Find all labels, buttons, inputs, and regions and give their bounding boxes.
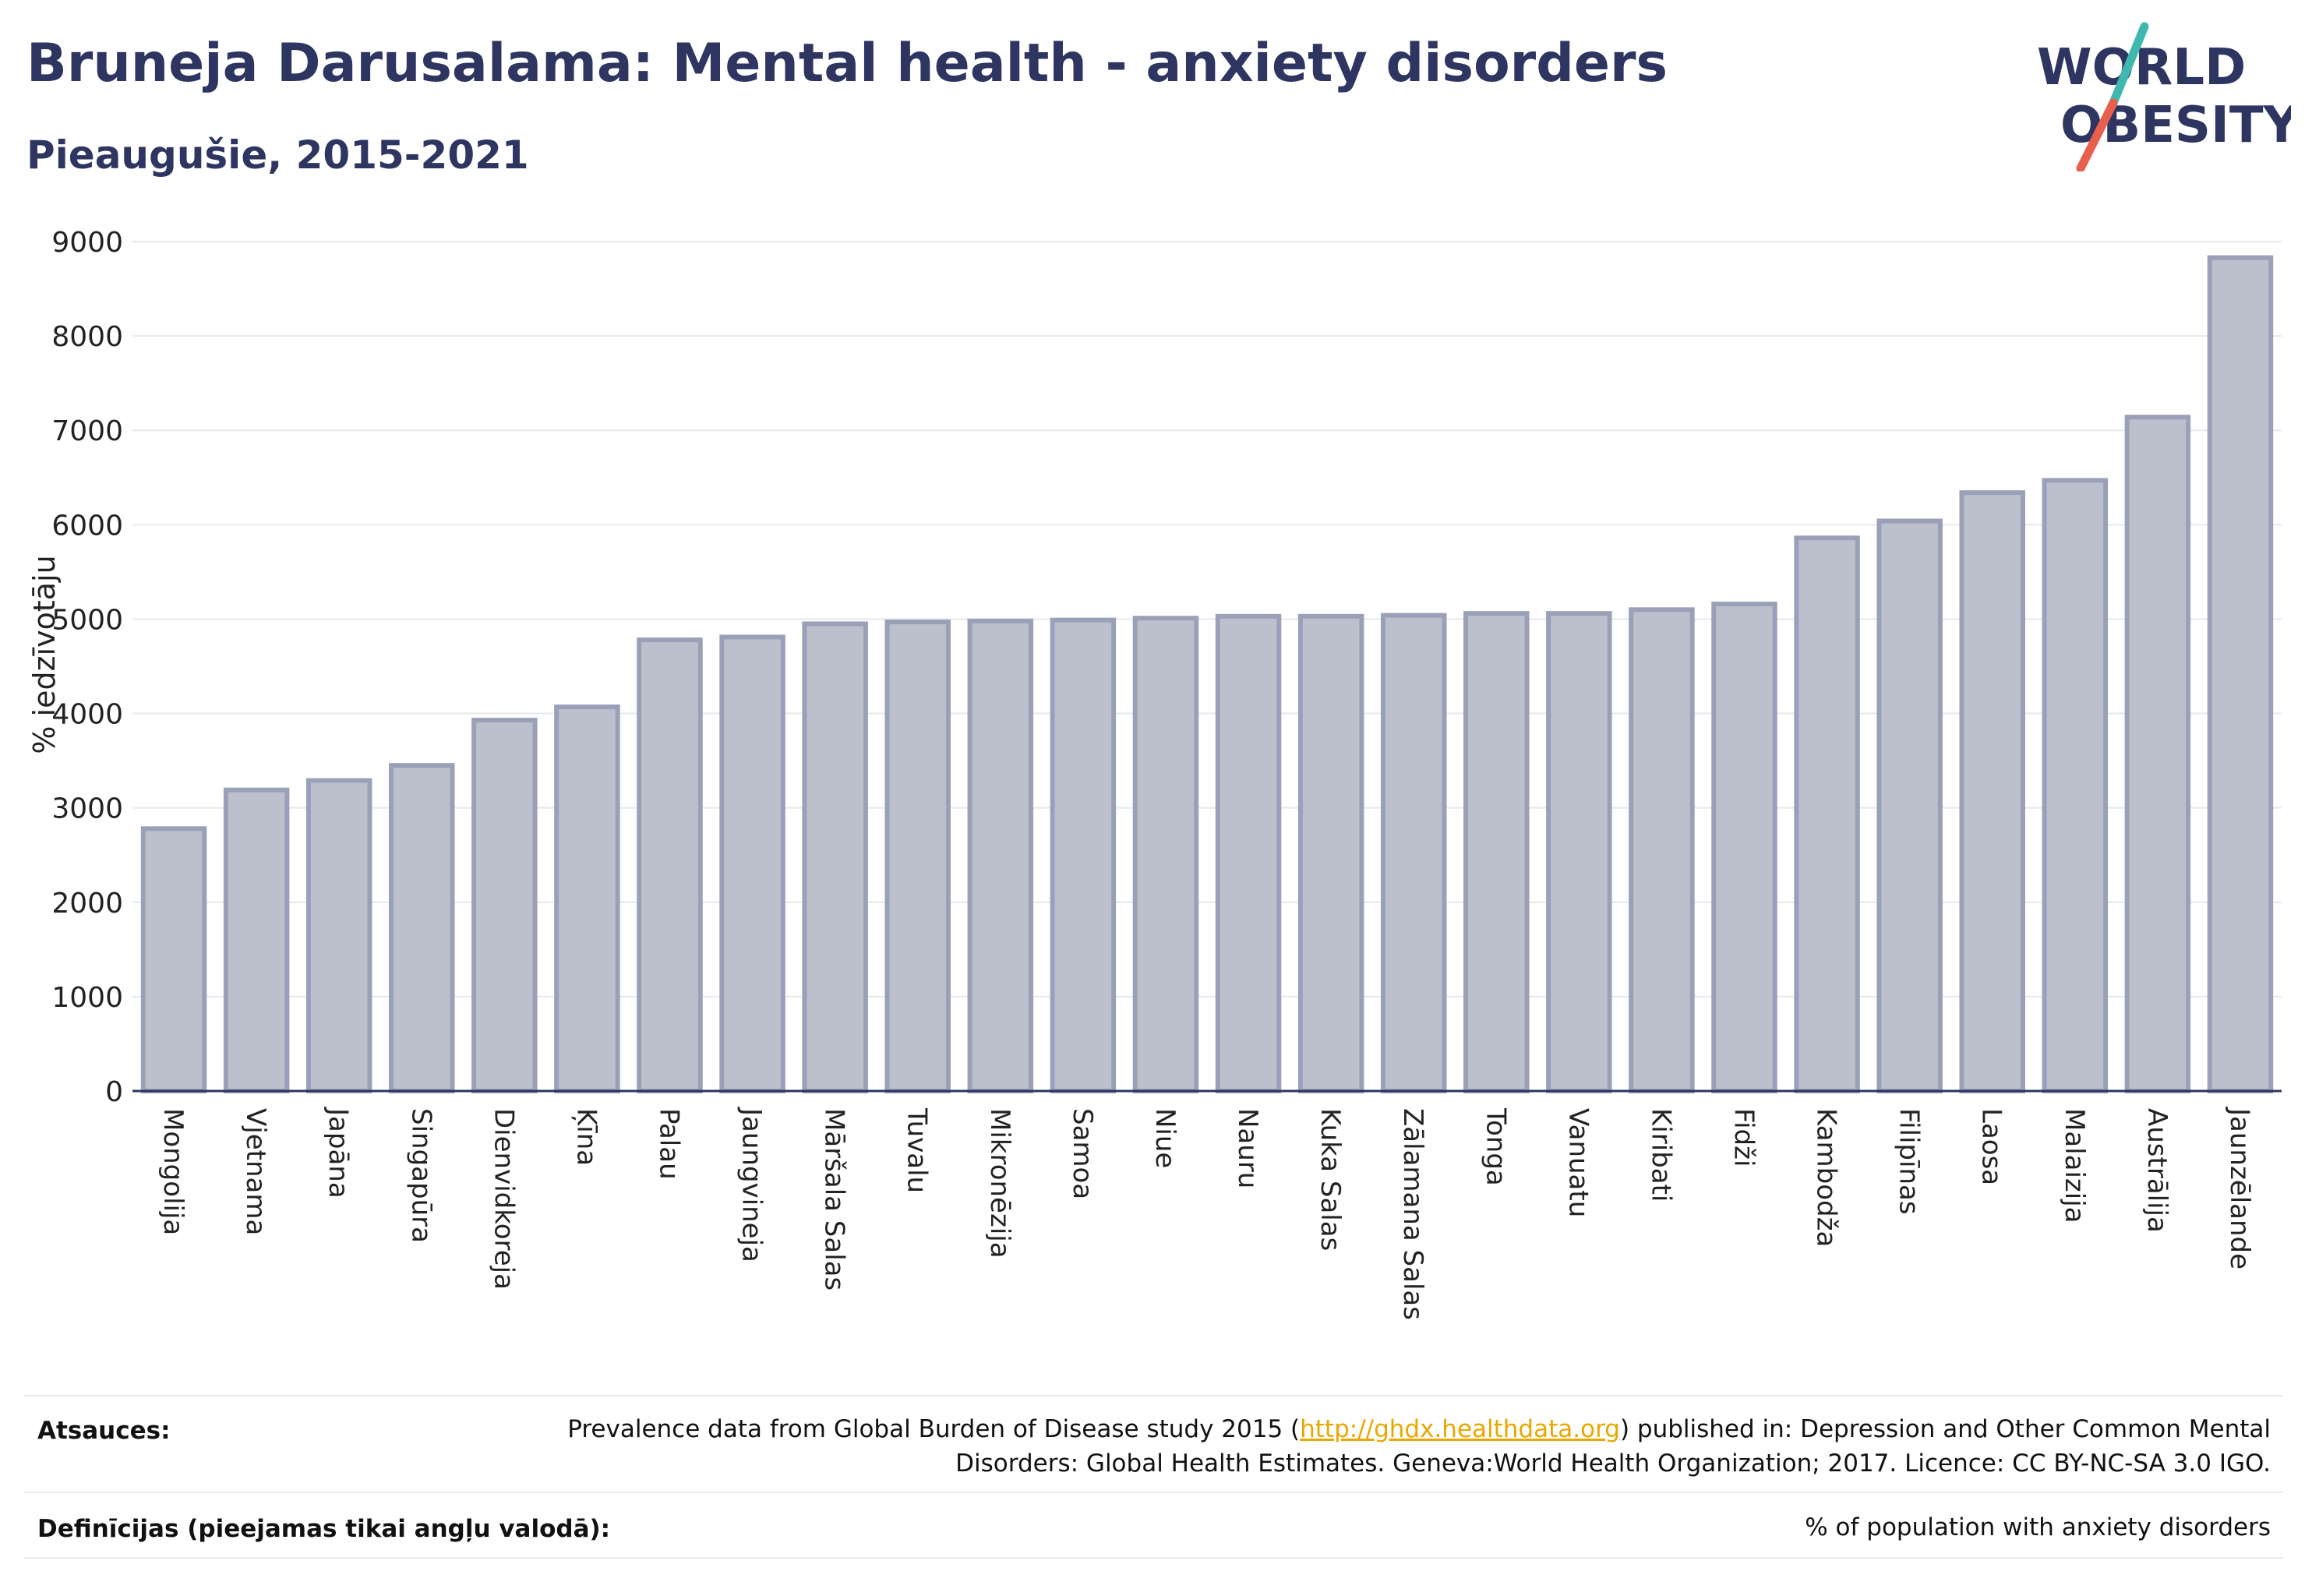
x-tick-label: Ķīna bbox=[570, 1108, 602, 1166]
y-tick-label: 9000 bbox=[51, 227, 123, 259]
x-tick-label: Samoa bbox=[1067, 1108, 1098, 1199]
bar bbox=[391, 765, 452, 1091]
x-tick-label: Tuvalu bbox=[902, 1107, 933, 1193]
x-tick-label: Vanuatu bbox=[1562, 1108, 1594, 1217]
bar bbox=[309, 781, 369, 1091]
bar bbox=[1796, 538, 1857, 1091]
x-tick-label: Laosa bbox=[1976, 1108, 2007, 1185]
bar bbox=[1548, 613, 1609, 1091]
x-tick-label: Fidži bbox=[1728, 1108, 1760, 1167]
bar bbox=[1961, 493, 2022, 1091]
sources-text: Prevalence data from Global Burden of Di… bbox=[556, 1412, 2271, 1481]
y-tick-label: 3000 bbox=[51, 793, 123, 825]
x-tick-label: Mongolija bbox=[157, 1108, 189, 1235]
x-tick-label: Niue bbox=[1149, 1108, 1181, 1168]
bars bbox=[143, 258, 2271, 1091]
x-tick-label: Kambodža bbox=[1811, 1108, 1842, 1247]
x-tick-label: Malaizija bbox=[2059, 1108, 2090, 1223]
definitions-label: Definīcijas (pieejamas tikai angļu valod… bbox=[37, 1515, 610, 1543]
x-tick-label: Mikronēzija bbox=[984, 1108, 1015, 1259]
x-axis-ticks: Mongolija Vjetnama Japāna Singapūra Dienvidk… bbox=[157, 1107, 2255, 1320]
x-tick-label: Zālamana Salas bbox=[1397, 1108, 1428, 1320]
bar bbox=[2210, 258, 2271, 1091]
bar bbox=[556, 707, 617, 1091]
bar bbox=[887, 622, 948, 1091]
sources-label: Atsauces: bbox=[37, 1417, 171, 1445]
y-axis-ticks: 0 1000 2000 3000 4000 5000 6000 7000 8000 9000 bbox=[51, 227, 123, 1108]
bar bbox=[2127, 417, 2188, 1091]
footer-divider-middle bbox=[23, 1492, 2283, 1493]
x-tick-label: Tonga bbox=[1480, 1107, 1511, 1186]
footer-divider-top bbox=[23, 1395, 2283, 1396]
bar bbox=[1053, 620, 1114, 1091]
bar bbox=[226, 790, 287, 1091]
bar bbox=[1631, 609, 1692, 1091]
sources-text-part1: Prevalence data from Global Burden of Di… bbox=[567, 1415, 1300, 1443]
definitions-text: % of population with anxiety disorders bbox=[556, 1510, 2271, 1545]
bar bbox=[474, 720, 535, 1091]
y-tick-label: 1000 bbox=[51, 982, 123, 1014]
x-tick-label: Japāna bbox=[323, 1107, 354, 1199]
sources-link[interactable]: http://ghdx.healthdata.org bbox=[1300, 1415, 1620, 1443]
bar bbox=[1466, 613, 1527, 1091]
y-tick-label: 6000 bbox=[51, 510, 123, 542]
bar-chart: 0 1000 2000 3000 4000 5000 6000 7000 8000 9000 Mo… bbox=[0, 0, 2305, 1372]
y-axis-label: % iedzīvotāju bbox=[27, 555, 62, 754]
x-tick-label: Dienvidkoreja bbox=[488, 1108, 519, 1290]
x-tick-label: Vjetnama bbox=[240, 1108, 271, 1235]
x-tick-label: Māršala Salas bbox=[819, 1108, 850, 1291]
x-tick-label: Kuka Salas bbox=[1315, 1108, 1346, 1251]
bar bbox=[1135, 618, 1196, 1091]
bar bbox=[1714, 604, 1774, 1091]
grid-lines bbox=[132, 242, 2282, 1091]
bar bbox=[1879, 521, 1940, 1091]
bar bbox=[143, 828, 204, 1091]
bar bbox=[722, 637, 782, 1091]
y-tick-label: 5000 bbox=[51, 604, 123, 636]
bar bbox=[1383, 616, 1444, 1091]
x-tick-label: Kiribati bbox=[1645, 1108, 1676, 1202]
bar bbox=[1301, 616, 1361, 1091]
bar bbox=[970, 621, 1031, 1091]
x-tick-label: Filipīnas bbox=[1894, 1108, 1925, 1215]
x-tick-label: Nauru bbox=[1232, 1108, 1263, 1188]
bar bbox=[2045, 480, 2106, 1091]
x-tick-label: Austrālija bbox=[2141, 1108, 2173, 1233]
y-tick-label: 7000 bbox=[51, 415, 123, 447]
bar bbox=[1218, 616, 1279, 1091]
y-tick-label: 2000 bbox=[51, 888, 123, 920]
footer-divider-bottom bbox=[23, 1557, 2283, 1559]
x-tick-label: Singapūra bbox=[405, 1108, 436, 1243]
x-tick-label: Palau bbox=[654, 1108, 685, 1180]
y-tick-label: 0 bbox=[105, 1076, 123, 1108]
y-tick-label: 4000 bbox=[51, 699, 123, 731]
x-tick-label: Jaungvineja bbox=[736, 1107, 768, 1262]
x-tick-label: Jaunzēlande bbox=[2224, 1107, 2255, 1269]
y-tick-label: 8000 bbox=[51, 321, 123, 353]
bar bbox=[639, 640, 700, 1091]
bar bbox=[804, 624, 865, 1092]
